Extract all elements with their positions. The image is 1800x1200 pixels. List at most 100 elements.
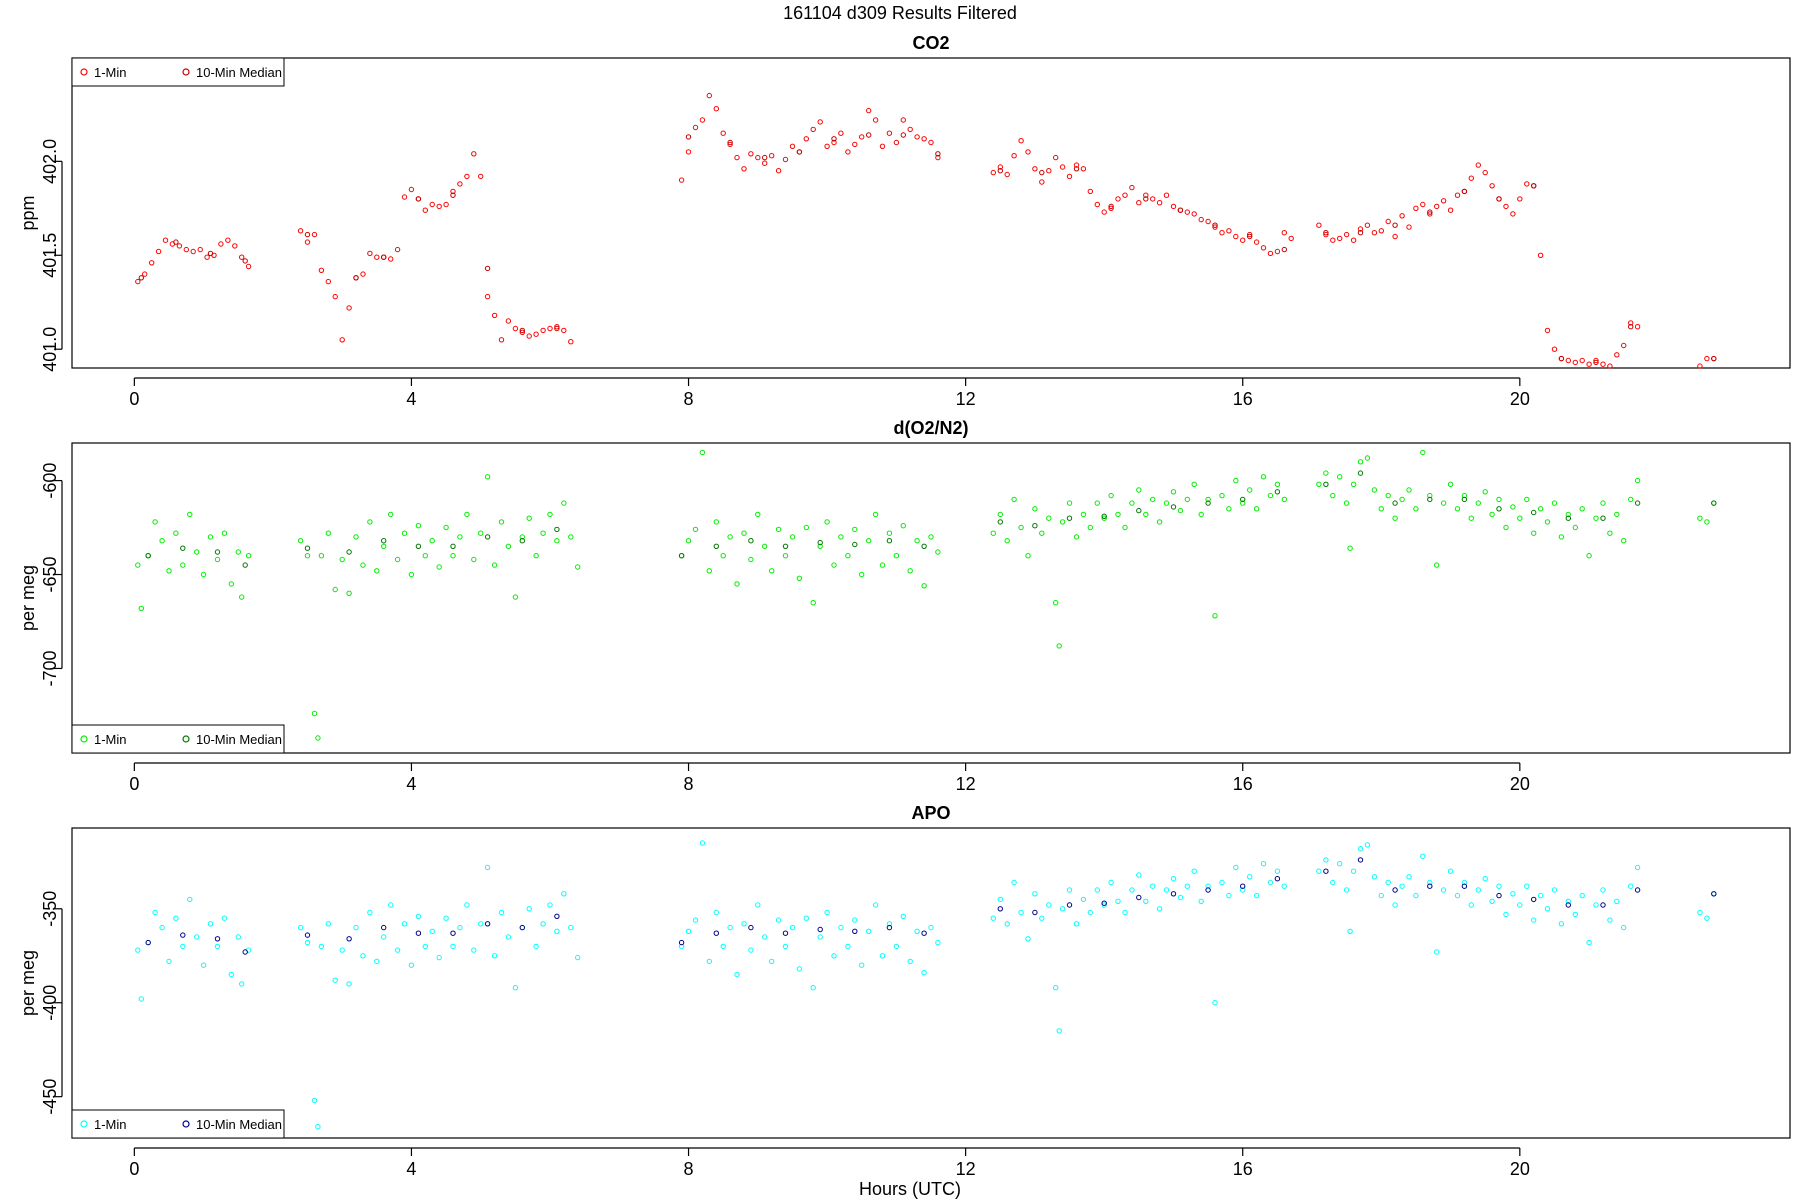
data-point (422, 553, 428, 559)
data-point (1510, 211, 1516, 217)
data-point (1614, 898, 1620, 904)
data-point (748, 924, 754, 931)
data-point (824, 143, 830, 150)
data-point (796, 966, 803, 972)
data-point (769, 568, 775, 574)
data-point (1032, 909, 1038, 916)
data-point (1357, 230, 1364, 236)
data-point (311, 231, 318, 238)
data-point (138, 996, 145, 1002)
data-point (228, 971, 235, 978)
data-point (478, 921, 484, 927)
data-point (1586, 553, 1592, 559)
data-point (540, 327, 546, 334)
data-point (1046, 515, 1052, 521)
data-point (1240, 500, 1246, 506)
data-point (1634, 500, 1641, 506)
data-point (491, 953, 498, 959)
data-point (699, 449, 706, 456)
data-point (886, 538, 893, 544)
data-point (1586, 939, 1592, 946)
data-point (325, 530, 331, 536)
data-point (194, 934, 200, 940)
data-point (1579, 506, 1585, 512)
data-point (457, 534, 463, 540)
data-point (1018, 909, 1024, 916)
data-point (1614, 511, 1620, 518)
data-point (782, 930, 789, 936)
data-point (1551, 500, 1558, 506)
data-point (491, 562, 498, 568)
data-point (893, 139, 900, 146)
data-point (297, 924, 304, 931)
data-point (706, 958, 712, 965)
data-point (1156, 906, 1163, 912)
data-point (859, 962, 865, 968)
data-point (824, 519, 830, 525)
x-tick-label: 4 (406, 389, 416, 409)
data-point (166, 568, 172, 574)
data-point (810, 985, 816, 991)
data-point (422, 207, 428, 213)
data-point (1461, 879, 1468, 886)
data-point (1697, 515, 1703, 521)
data-point (866, 132, 872, 138)
data-point (810, 126, 816, 133)
data-point (1233, 233, 1239, 240)
data-point (367, 519, 373, 525)
data-point (388, 511, 394, 518)
data-point (1219, 879, 1225, 886)
data-point (464, 902, 470, 908)
data-point (727, 534, 733, 540)
data-point (1413, 506, 1419, 512)
data-point (145, 939, 151, 946)
data-point (152, 519, 158, 525)
data-point (852, 917, 858, 923)
data-point (935, 154, 941, 161)
data-point (997, 511, 1003, 518)
data-point (1572, 524, 1579, 531)
data-point (1461, 496, 1468, 503)
data-point (769, 153, 775, 159)
data-point (1447, 868, 1454, 874)
data-point (872, 902, 879, 908)
y-axis-label: per meg (18, 950, 38, 1016)
data-point (1420, 201, 1426, 208)
x-tick-label: 16 (1233, 1159, 1253, 1179)
data-point (1122, 909, 1128, 916)
data-point (1454, 892, 1461, 899)
data-point (1503, 911, 1509, 918)
panel-title: APO (911, 803, 950, 823)
legend: 1-Min 10-Min Median (71, 1109, 285, 1139)
data-point (526, 906, 532, 912)
data-point (1039, 179, 1045, 185)
data-point (145, 553, 151, 559)
data-point (1579, 357, 1585, 364)
data-point (318, 553, 325, 559)
data-point (471, 151, 477, 157)
data-point (1537, 506, 1544, 512)
y-tick-label: 401.5 (40, 233, 60, 278)
data-point (1600, 887, 1606, 893)
data-point (339, 337, 345, 343)
data-point (1357, 857, 1364, 863)
data-point (1628, 496, 1634, 503)
data-point (200, 571, 207, 578)
legend-label: 10-Min Median (196, 1117, 282, 1132)
data-point (1191, 868, 1197, 874)
data-point (1537, 892, 1544, 899)
data-point (554, 928, 560, 934)
data-point (914, 538, 920, 544)
data-point (1565, 902, 1572, 908)
data-point (1281, 883, 1288, 889)
data-point (415, 930, 422, 936)
y-tick-label: 401.0 (40, 327, 60, 372)
data-point (997, 168, 1003, 174)
data-point (1323, 481, 1329, 487)
data-point (928, 534, 934, 540)
data-point (1316, 868, 1322, 874)
data-point (1385, 218, 1391, 225)
legend-marker (182, 68, 190, 76)
data-point (245, 263, 252, 270)
data-point (519, 327, 525, 334)
